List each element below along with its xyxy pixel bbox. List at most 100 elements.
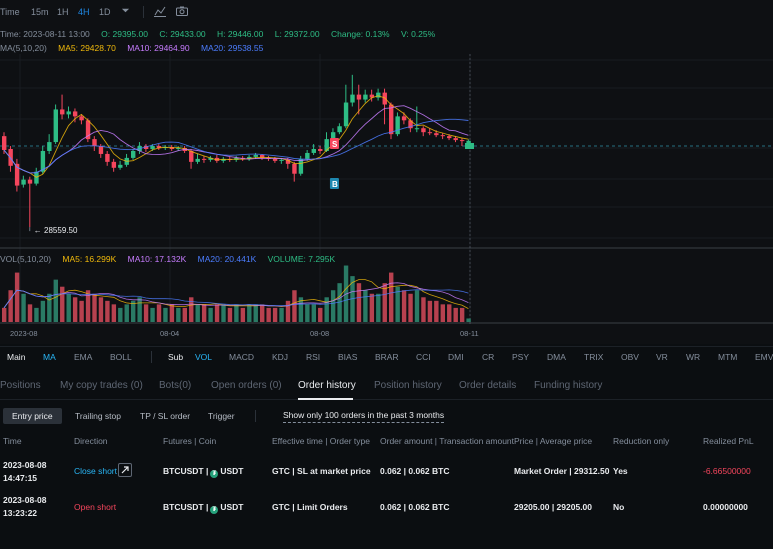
subtab-trigger[interactable]: Trigger [208,411,235,421]
candle-body [150,146,155,149]
volume-bar [189,297,194,322]
candle-body [98,146,104,154]
candle-body [389,104,394,135]
tab-order-details[interactable]: Order details [459,380,517,391]
candle-body [363,94,368,100]
volume-bar [60,286,65,322]
row-pnl: -6.66500000 [703,466,751,476]
volume-bar [298,297,304,322]
volume-bar [176,307,181,322]
indicator-vol[interactable]: VOL [195,352,213,362]
indicator-trix[interactable]: TRIX [584,352,604,362]
tb-15m[interactable]: 15m [31,7,49,17]
tab-open-orders[interactable]: Open orders (0) [211,380,282,391]
tb-4h[interactable]: 4H [78,7,90,17]
candle-body [324,139,329,151]
subtab-entry-price[interactable]: Entry price [3,408,62,424]
indicator-psy[interactable]: PSY [512,352,530,362]
volume-bar [240,307,246,322]
buy-marker [329,178,339,189]
subtab-tp-sl[interactable]: TP / SL order [140,411,191,421]
volume-bar [421,297,426,322]
tab-positions[interactable]: Positions [0,380,41,391]
kline-chart[interactable]: Time: 2023-08-11 13:00 O: 29395.00 C: 29… [0,24,773,344]
indicator-vr[interactable]: VR [656,352,668,362]
volume-bar [447,304,452,322]
indicator-bias[interactable]: BIAS [338,352,358,362]
row-effective: GTC | SL at market price [272,466,371,476]
candle-body [47,142,52,151]
candle-body [311,149,316,153]
indicator-dma[interactable]: DMA [547,352,566,362]
indicator-brar[interactable]: BRAR [375,352,399,362]
indicator-dmi[interactable]: DMI [448,352,464,362]
candle-body [447,136,452,139]
candle-body [131,150,136,158]
row-direction[interactable]: Close short [74,466,117,476]
usdt-icon: ₮ [210,506,219,514]
volume-bar [440,304,445,322]
tab-funding-history[interactable]: Funding history [534,380,603,391]
vol-ma10: MA10: 17.132K [127,254,187,264]
row-futures: BTCUSDT | ₮ USDT [163,502,244,514]
candle-body [40,150,46,172]
indicator-cr[interactable]: CR [482,352,495,362]
candle-body [60,109,65,115]
volume-bar [111,304,117,322]
volume-bar [363,290,368,322]
info-volume: V: 0.25% [401,29,436,39]
indicator-wr[interactable]: WR [686,352,701,362]
row-price: Market Order | 29312.50 [514,466,610,476]
tb-1d[interactable]: 1D [99,7,111,17]
volume-bar [466,318,471,322]
chevron-down-icon[interactable] [121,6,130,17]
volume-bar [66,293,71,322]
tab-order-history[interactable]: Order history [298,380,356,391]
tb-time[interactable]: Time [0,7,20,17]
header-effective: Effective time | Order type [272,436,370,446]
indicator-kdj[interactable]: KDJ [272,352,289,362]
tab-bots[interactable]: Bots(0) [159,380,192,391]
row-time: 13:23:22 [3,508,38,518]
vol-label: VOL(5,10,20) [0,254,52,264]
ma10-value: MA10: 29464.90 [127,43,190,53]
candle-body [369,94,375,98]
order-subtabs: Entry price Trailing stop TP / SL order … [0,403,773,427]
toolbar-divider [143,6,144,18]
indicator-ema[interactable]: EMA [74,352,93,362]
tab-copy-trades[interactable]: My copy trades (0) [60,380,143,391]
sell-marker [329,138,339,149]
volume-bar [401,290,407,322]
indicator-obv[interactable]: OBV [621,352,639,362]
candle-body [53,109,58,143]
indicator-icon[interactable] [154,6,166,19]
row-amount: 0.062 | 0.062 BTC [380,466,450,476]
volume-bar [260,304,265,322]
volume-bar [427,300,433,322]
indicator-boll[interactable]: BOLL [110,352,132,362]
indicator-divider [151,351,152,363]
row-direction: Open short [74,502,117,512]
indicator-mtm[interactable]: MTM [718,352,738,362]
row-date: 2023-08-08 [3,460,47,470]
indicator-macd[interactable]: MACD [229,352,255,362]
info-time: Time: 2023-08-11 13:00 [0,29,90,39]
volume-bar [150,307,155,322]
candle-body [221,158,226,161]
indicator-rsi[interactable]: RSI [306,352,321,362]
row-date: 2023-08-08 [3,495,47,505]
volume-bar [92,293,97,322]
camera-icon[interactable] [176,6,188,18]
tab-position-history[interactable]: Position history [374,380,442,391]
ma5-line [3,95,469,178]
tb-1h[interactable]: 1H [57,7,69,17]
volume-bar [27,304,33,322]
share-icon[interactable] [118,463,132,477]
indicator-emv[interactable]: EMV [755,352,773,362]
candle-body [72,111,78,117]
subtab-trailing-stop[interactable]: Trailing stop [75,411,121,421]
indicator-ma[interactable]: MA [43,352,56,362]
indicator-cci[interactable]: CCI [416,352,431,362]
candle-body [401,116,407,121]
row-reduction: No [613,502,625,512]
